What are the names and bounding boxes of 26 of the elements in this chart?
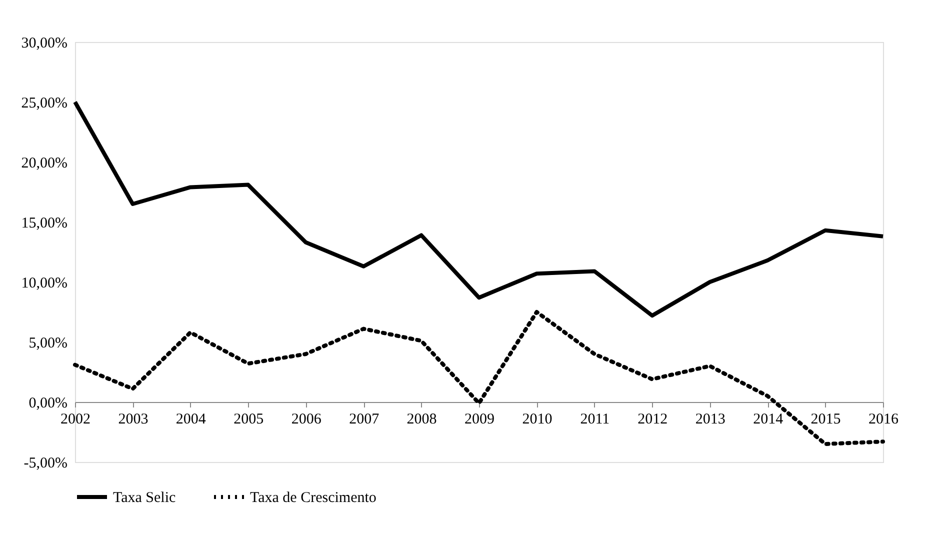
y-tick-label: 30,00% — [21, 36, 68, 52]
x-tick-label: 2012 — [638, 412, 668, 428]
x-tick-label: 2008 — [406, 412, 437, 428]
y-tick-label: 25,00% — [21, 96, 68, 112]
x-tick-label: 2002 — [60, 412, 90, 428]
x-tick-label: 2005 — [234, 412, 264, 428]
x-tick-label: 2010 — [522, 412, 552, 428]
y-tick-label: 0,00% — [28, 396, 68, 412]
x-tick-label: 2004 — [176, 412, 206, 428]
line-series — [73, 100, 885, 318]
x-tick-label: 2011 — [580, 412, 610, 428]
x-tick-label: 2007 — [349, 412, 380, 428]
x-tick-label: 2013 — [695, 412, 726, 428]
y-tick-label: -5,00% — [24, 456, 68, 472]
x-tick-label: 2016 — [868, 412, 899, 428]
y-tick-label: 20,00% — [21, 156, 68, 172]
x-tick-label: 2015 — [810, 412, 841, 428]
y-tick-label: 15,00% — [21, 216, 68, 232]
x-tick-label: 2006 — [291, 412, 322, 428]
y-tick-label: 5,00% — [28, 336, 68, 352]
x-tick-label: 2003 — [118, 412, 148, 428]
legend-label: Taxa de Crescimento — [250, 490, 376, 506]
x-tick-label: 2009 — [464, 412, 494, 428]
legend-label: Taxa Selic — [113, 490, 176, 506]
x-tick-label: 2014 — [753, 412, 784, 428]
y-tick-label: 10,00% — [21, 276, 68, 292]
